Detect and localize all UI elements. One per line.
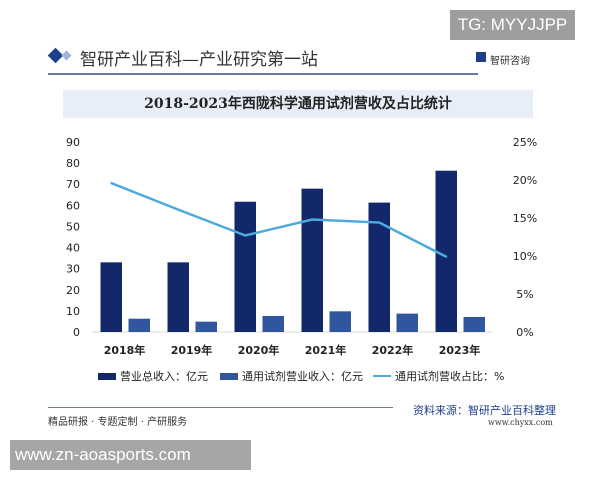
legend-label: 通用试剂营业收入：亿元	[242, 370, 363, 383]
x-tick-label: 2020年	[238, 343, 280, 357]
bar-reagent	[195, 321, 217, 332]
left-tick-label: 70	[66, 178, 80, 191]
overlay-watermark-top: TG: MYYJJPP	[450, 10, 575, 40]
right-tick-label: 15%	[513, 212, 537, 225]
right-tick-label: 20%	[513, 174, 537, 187]
legend-ratio: 通用试剂营收占比：%	[373, 368, 504, 384]
x-tick-label: 2021年	[305, 343, 347, 357]
ratio-point	[378, 221, 381, 224]
bar-total	[435, 170, 457, 332]
right-tick-label: 5%	[516, 288, 533, 301]
footer-source: 资料来源：智研产业百科整理	[413, 404, 556, 417]
ratio-point	[177, 208, 180, 211]
brand-name: 智研咨询	[490, 56, 530, 67]
bar-reagent	[128, 318, 150, 332]
footer-slogan: 精品研报 · 专题定制 · 产研服务	[48, 417, 188, 428]
ratio-point	[445, 255, 448, 258]
legend-swatch	[98, 372, 116, 380]
legend-swatch	[220, 372, 238, 380]
right-tick-label: 10%	[513, 250, 537, 263]
footer-divider	[48, 407, 393, 408]
bar-total	[301, 188, 323, 332]
bar-total	[100, 262, 122, 332]
left-tick-label: 30	[66, 263, 80, 276]
ratio-point	[110, 182, 113, 185]
chart-title: 2018-2023年西陇科学通用试剂营收及占比统计	[63, 90, 533, 118]
x-tick-label: 2019年	[171, 343, 213, 357]
overlay-watermark-bottom: www.zn-aoasports.com	[10, 440, 251, 470]
ratio-point	[311, 218, 314, 221]
left-tick-label: 0	[73, 326, 80, 339]
header-divider	[48, 73, 478, 75]
bar-total	[368, 202, 390, 332]
bar-total	[234, 201, 256, 332]
left-tick-label: 50	[66, 220, 80, 233]
x-tick-label: 2018年	[104, 343, 146, 357]
left-tick-label: 40	[66, 242, 80, 255]
left-tick-label: 90	[66, 136, 80, 149]
bar-total	[167, 262, 189, 332]
legend-swatch	[373, 375, 391, 377]
right-tick-label: 25%	[513, 136, 537, 149]
bar-reagent	[396, 313, 418, 332]
footer-site: www.chyxx.com	[488, 418, 553, 427]
left-tick-label: 20	[66, 284, 80, 297]
ratio-point	[244, 234, 247, 237]
bar-reagent	[329, 311, 351, 332]
legend-total: 营业总收入：亿元	[98, 368, 208, 384]
ratio-line	[110, 181, 447, 258]
x-tick-label: 2023年	[439, 343, 481, 357]
x-tick-label: 2022年	[372, 343, 414, 357]
bar-reagent	[262, 315, 284, 332]
left-tick-label: 80	[66, 157, 80, 170]
right-tick-label: 0%	[516, 326, 533, 339]
legend-label: 通用试剂营收占比：%	[395, 370, 505, 383]
header-title: 智研产业百科—产业研究第一站	[80, 50, 318, 70]
left-tick-label: 10	[66, 305, 80, 318]
legend-reagent: 通用试剂营业收入：亿元	[220, 368, 363, 384]
brand-logo-icon	[476, 52, 486, 62]
left-tick-label: 60	[66, 199, 80, 212]
bar-reagent	[463, 317, 485, 332]
legend-label: 营业总收入：亿元	[120, 370, 208, 383]
